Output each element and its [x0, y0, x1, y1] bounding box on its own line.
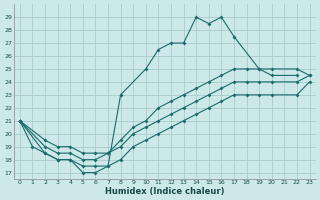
- X-axis label: Humidex (Indice chaleur): Humidex (Indice chaleur): [105, 187, 224, 196]
